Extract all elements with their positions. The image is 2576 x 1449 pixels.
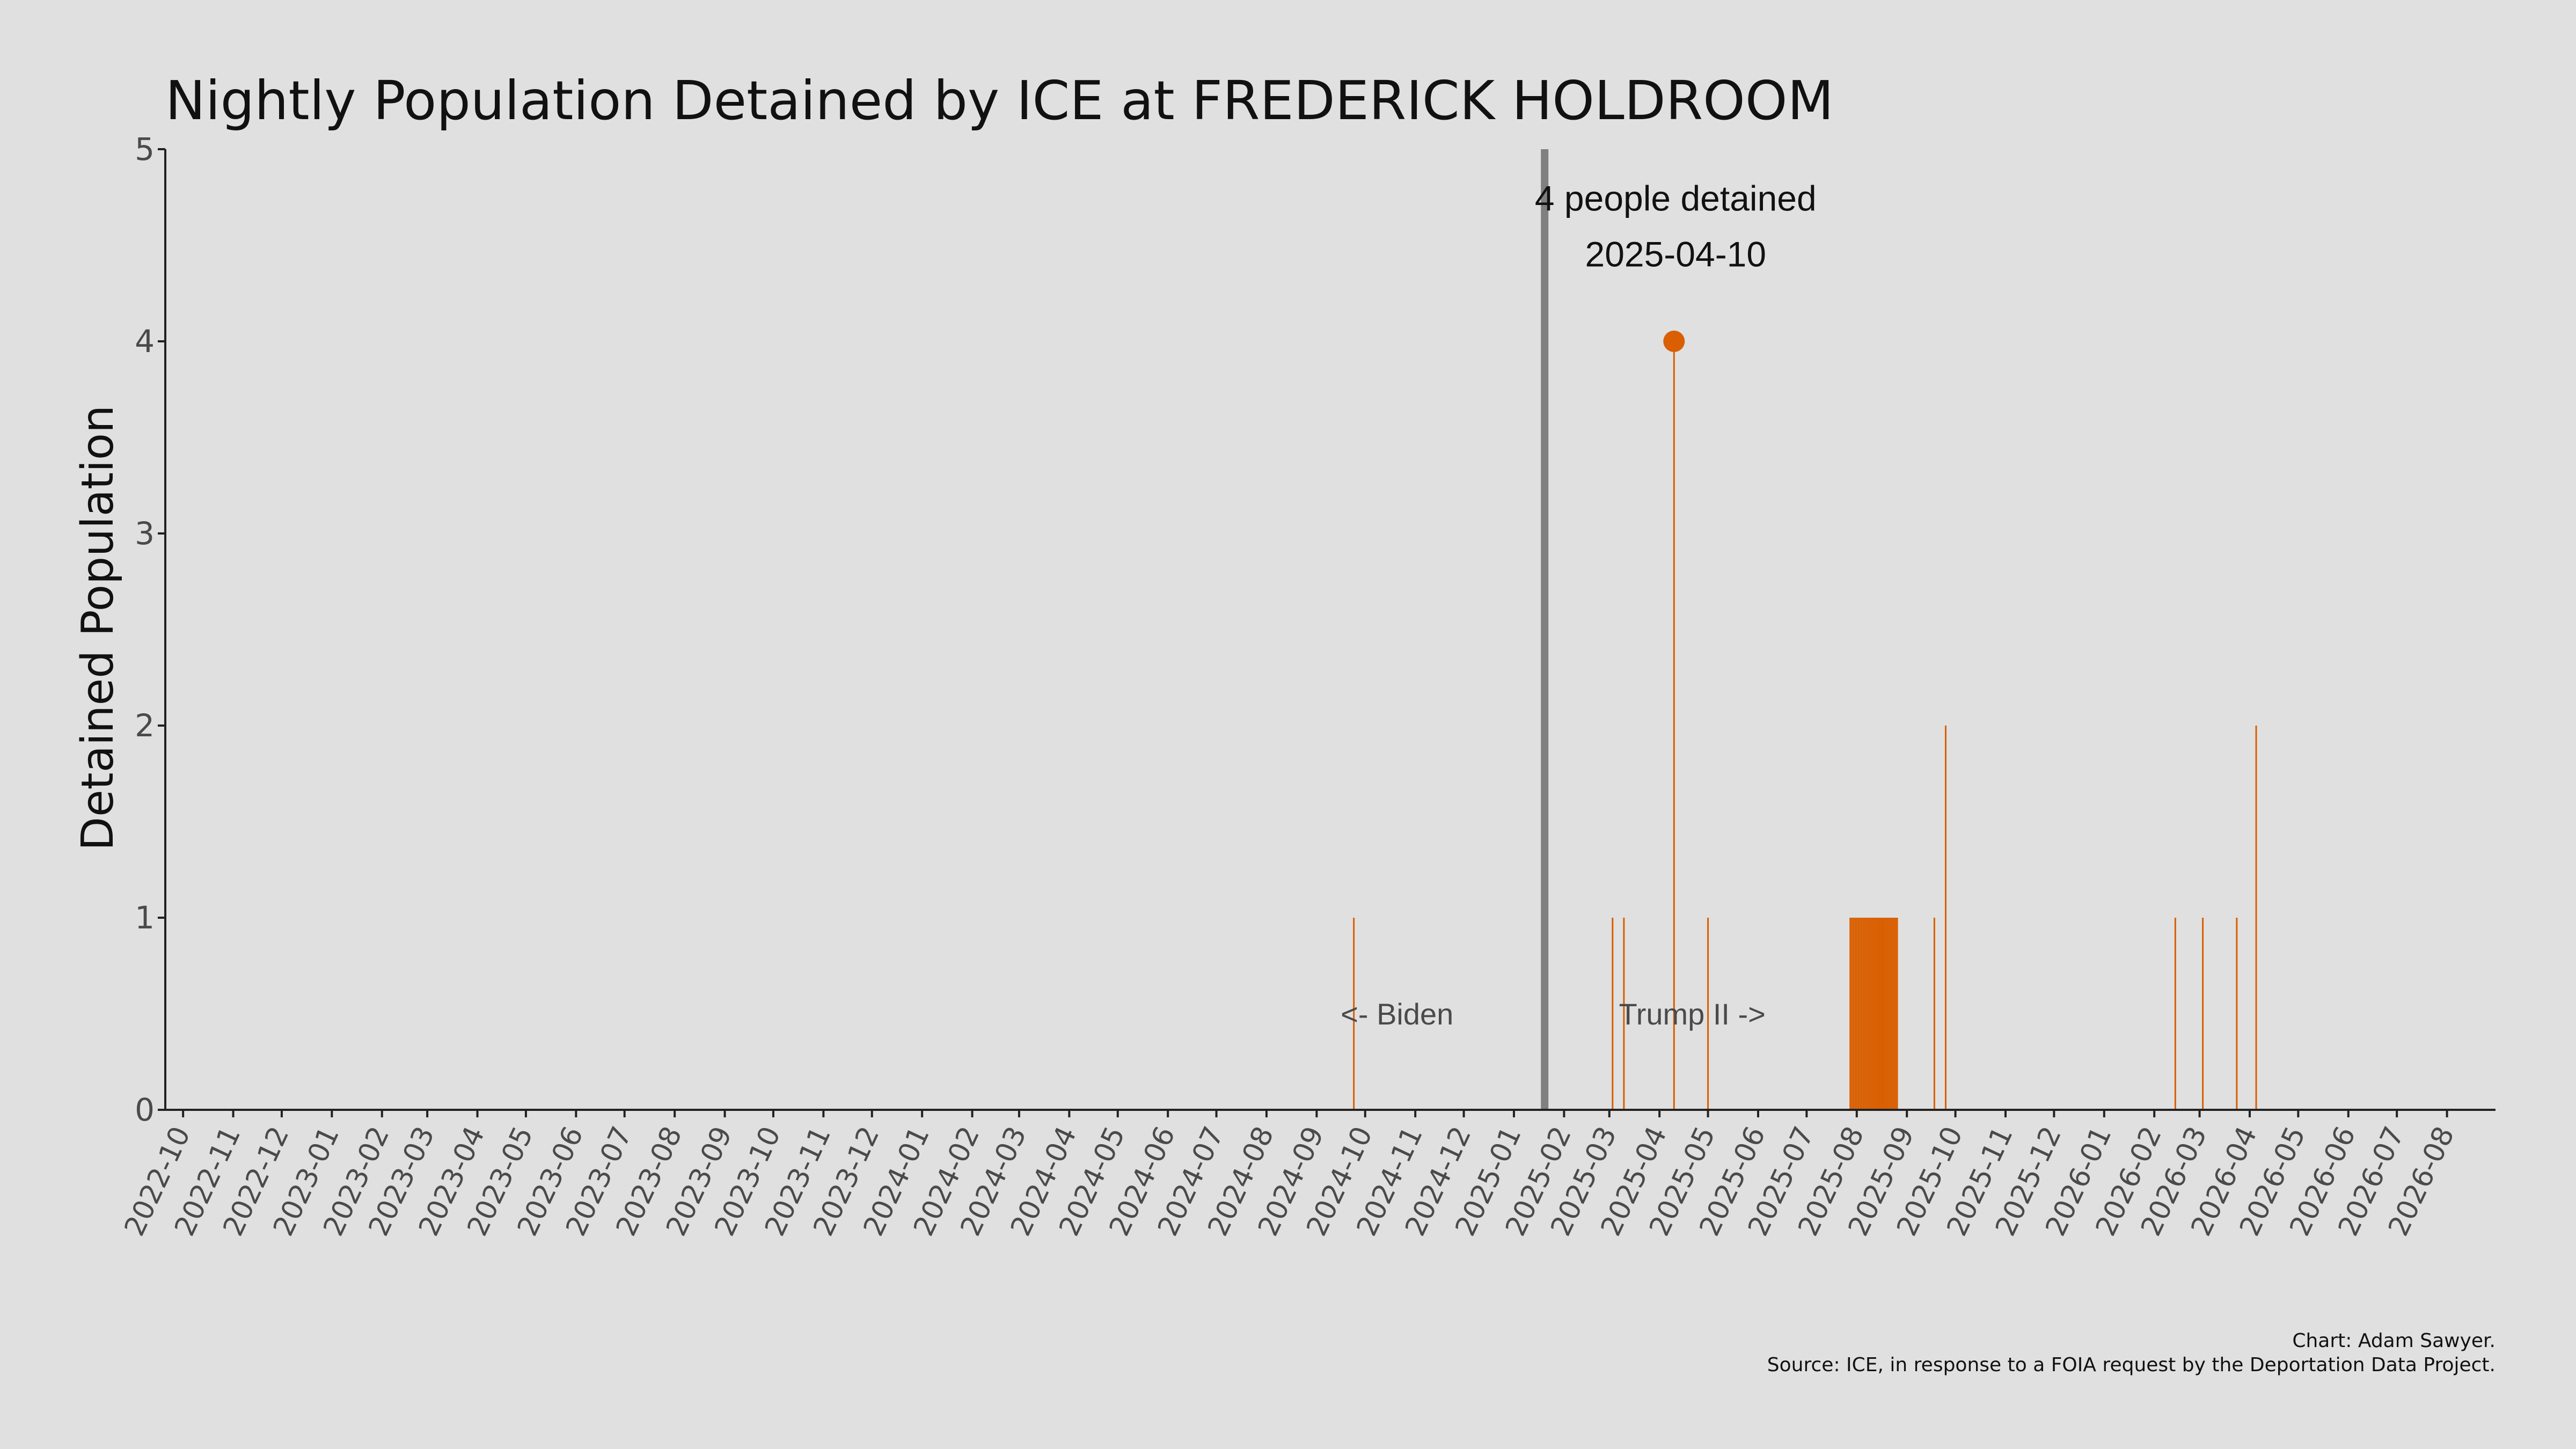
- bar-2025-08-21: [1888, 918, 1890, 1110]
- bar-2025-03-10: [1623, 918, 1625, 1110]
- bar-2026-02-14: [2174, 918, 2176, 1110]
- chart-credit: Chart: Adam Sawyer.: [2292, 1330, 2496, 1352]
- y-tick-label: 4: [135, 323, 155, 360]
- y-tick-label: 0: [135, 1092, 155, 1128]
- bar-2025-07-28: [1849, 918, 1851, 1110]
- bar-2025-07-30: [1853, 918, 1855, 1110]
- bar-2025-08-11: [1872, 918, 1874, 1110]
- bar-2025-08-14: [1877, 918, 1879, 1110]
- bar-2025-08-12: [1874, 918, 1876, 1110]
- bar-2025-08-02: [1857, 918, 1860, 1110]
- bar-2025-07-29: [1851, 918, 1853, 1110]
- bar-2025-08-10: [1870, 918, 1872, 1110]
- bar-2025-08-15: [1878, 918, 1880, 1110]
- bar-2025-08-19: [1885, 918, 1887, 1110]
- era-label-biden: <- Biden: [1341, 997, 1453, 1031]
- bar-2025-09-25: [1945, 726, 1947, 1110]
- chart-source: Source: ICE, in response to a FOIA reque…: [1767, 1354, 2496, 1376]
- bar-2025-08-05: [1862, 918, 1864, 1110]
- bar-2024-09-24: [1353, 918, 1355, 1110]
- y-tick-label: 2: [135, 707, 155, 744]
- bar-2025-08-01: [1856, 918, 1858, 1110]
- bar-2026-04-05: [2255, 726, 2257, 1110]
- annotation-line-1: 4 people detained: [1535, 179, 1817, 218]
- bars-layer: [1353, 341, 2257, 1110]
- chart-title: Nightly Population Detained by ICE at FR…: [165, 69, 1834, 132]
- y-axis-label: Detained Population: [72, 405, 123, 851]
- annotation-line-2: 2025-04-10: [1585, 234, 1766, 274]
- bar-2025-09-18: [1933, 918, 1935, 1110]
- y-tick-label: 5: [135, 131, 155, 167]
- bar-2025-08-16: [1880, 918, 1882, 1110]
- bar-2025-08-18: [1883, 918, 1885, 1110]
- axes-layer: 0123452022-102022-112022-122023-012023-0…: [119, 131, 2496, 1241]
- highlight-point: [1663, 331, 1685, 352]
- bar-2025-03-03: [1612, 918, 1614, 1110]
- bar-2025-08-03: [1859, 918, 1861, 1110]
- bar-2025-08-20: [1886, 918, 1889, 1110]
- bar-2025-08-24: [1893, 918, 1895, 1110]
- bar-2025-08-04: [1861, 918, 1863, 1110]
- bar-2025-08-07: [1865, 918, 1868, 1110]
- bar-2025-08-13: [1875, 918, 1877, 1110]
- bar-2025-08-23: [1891, 918, 1893, 1110]
- era-label-trump: Trump II ->: [1619, 997, 1766, 1031]
- bar-2026-03-24: [2236, 918, 2238, 1110]
- bar-2025-08-06: [1864, 918, 1866, 1110]
- bar-2025-08-26: [1896, 918, 1898, 1110]
- bar-2025-07-31: [1854, 918, 1856, 1110]
- bar-2025-08-25: [1894, 918, 1897, 1110]
- bar-2025-08-08: [1867, 918, 1869, 1110]
- bar-2025-08-17: [1882, 918, 1884, 1110]
- bar-2025-04-10: [1673, 341, 1675, 1110]
- bar-2026-03-03: [2202, 918, 2204, 1110]
- y-tick-label: 1: [135, 899, 155, 936]
- bar-2025-08-09: [1869, 918, 1871, 1110]
- bar-2025-08-22: [1890, 918, 1892, 1110]
- bar-2025-05-01: [1707, 918, 1709, 1110]
- y-tick-label: 3: [135, 515, 155, 552]
